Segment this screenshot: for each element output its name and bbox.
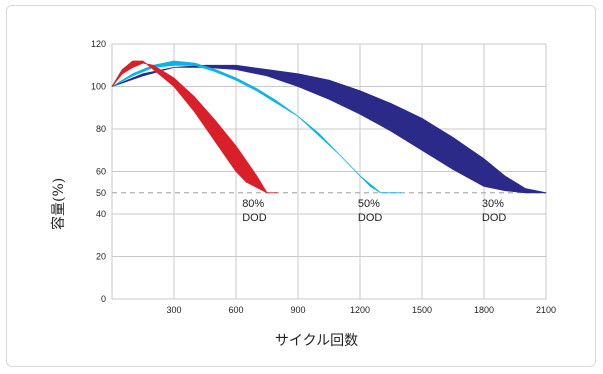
y-tick-label: 80 (96, 124, 106, 134)
y-tick-label: 0 (101, 294, 106, 304)
y-tick-label: 60 (96, 167, 106, 177)
x-tick-label: 300 (166, 305, 181, 315)
y-axis-label: 容量(%) (51, 177, 67, 230)
x-tick-label: 2100 (536, 305, 556, 315)
x-tick-label: 1200 (350, 305, 370, 315)
x-tick-label: 600 (228, 305, 243, 315)
series-band (111, 60, 278, 194)
y-tick-label: 20 (96, 252, 106, 262)
series-label-percent: 50% (358, 198, 380, 210)
series-label-percent: 80% (242, 198, 264, 210)
x-tick-label: 1500 (412, 305, 432, 315)
series-label-dod: DOD (482, 212, 507, 224)
y-tick-label: 100 (91, 82, 106, 92)
x-tick-label: 1800 (474, 305, 494, 315)
x-axis-label: サイクル回数 (274, 333, 359, 349)
y-tick-label: 40 (96, 209, 106, 219)
series-label-dod: DOD (358, 212, 383, 224)
series-label-dod: DOD (242, 212, 267, 224)
y-tick-label: 120 (91, 39, 106, 49)
series-label-percent: 30% (482, 198, 504, 210)
series-band (111, 60, 402, 194)
series-band (111, 64, 547, 194)
x-tick-label: 900 (290, 305, 305, 315)
y-tick-label: 50 (96, 188, 106, 198)
